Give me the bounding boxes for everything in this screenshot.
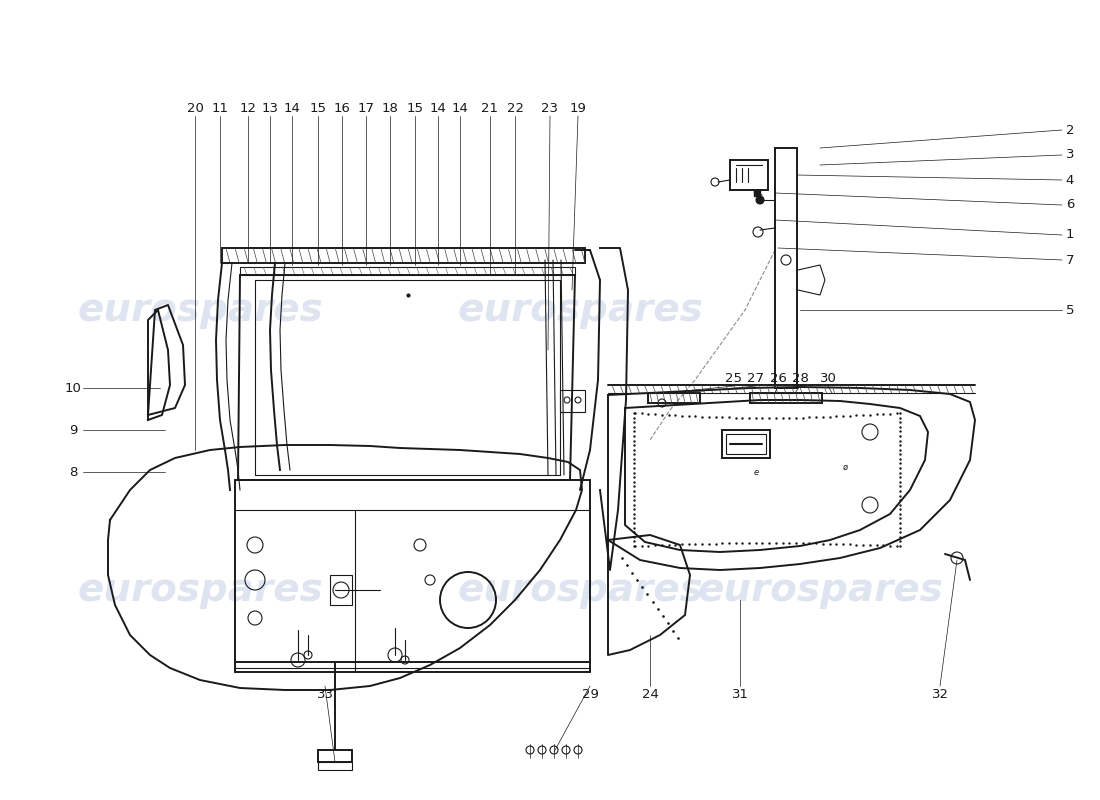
Bar — [776, 148, 798, 388]
Text: 13: 13 — [262, 102, 278, 114]
Text: 3: 3 — [1066, 149, 1075, 162]
Bar — [750, 393, 822, 403]
Text: 8: 8 — [69, 466, 77, 478]
Text: 31: 31 — [732, 687, 748, 701]
Text: 11: 11 — [211, 102, 229, 114]
Text: 26: 26 — [770, 371, 786, 385]
Bar — [726, 434, 766, 454]
Text: 6: 6 — [1066, 198, 1075, 211]
Text: 17: 17 — [358, 102, 374, 114]
Bar — [722, 430, 770, 458]
Text: 18: 18 — [382, 102, 398, 114]
Text: ø: ø — [843, 463, 848, 472]
Bar — [560, 390, 585, 412]
Text: 25: 25 — [726, 371, 742, 385]
Text: 10: 10 — [65, 382, 81, 394]
Text: 24: 24 — [641, 687, 659, 701]
Text: 2: 2 — [1066, 123, 1075, 137]
Text: 14: 14 — [430, 102, 447, 114]
Text: eurospares: eurospares — [77, 291, 323, 329]
Circle shape — [756, 196, 764, 204]
Text: eurospares: eurospares — [77, 571, 323, 609]
Bar — [222, 248, 585, 263]
Text: 30: 30 — [820, 371, 836, 385]
Text: 32: 32 — [932, 687, 948, 701]
Bar — [318, 762, 352, 770]
Text: 15: 15 — [407, 102, 424, 114]
Bar — [240, 267, 575, 275]
Text: eurospares: eurospares — [458, 571, 703, 609]
Text: e: e — [754, 468, 759, 477]
Bar — [648, 393, 700, 403]
Text: 28: 28 — [792, 371, 808, 385]
Bar — [330, 575, 352, 605]
Text: 15: 15 — [309, 102, 327, 114]
Text: 22: 22 — [506, 102, 524, 114]
Text: 5: 5 — [1066, 303, 1075, 317]
Text: 16: 16 — [333, 102, 351, 114]
Text: 14: 14 — [452, 102, 469, 114]
Text: eurospares: eurospares — [458, 291, 703, 329]
Text: eurospares: eurospares — [697, 571, 943, 609]
Text: 29: 29 — [582, 687, 598, 701]
Text: 9: 9 — [69, 423, 77, 437]
Text: 7: 7 — [1066, 254, 1075, 266]
Text: 4: 4 — [1066, 174, 1075, 186]
Text: 27: 27 — [748, 371, 764, 385]
Text: 23: 23 — [541, 102, 559, 114]
Bar — [318, 750, 352, 762]
Text: 33: 33 — [317, 687, 333, 701]
Text: 19: 19 — [570, 102, 586, 114]
Text: 14: 14 — [284, 102, 300, 114]
Bar — [730, 160, 768, 190]
Text: 20: 20 — [187, 102, 204, 114]
Text: 1: 1 — [1066, 229, 1075, 242]
Text: 21: 21 — [482, 102, 498, 114]
Text: 12: 12 — [240, 102, 256, 114]
